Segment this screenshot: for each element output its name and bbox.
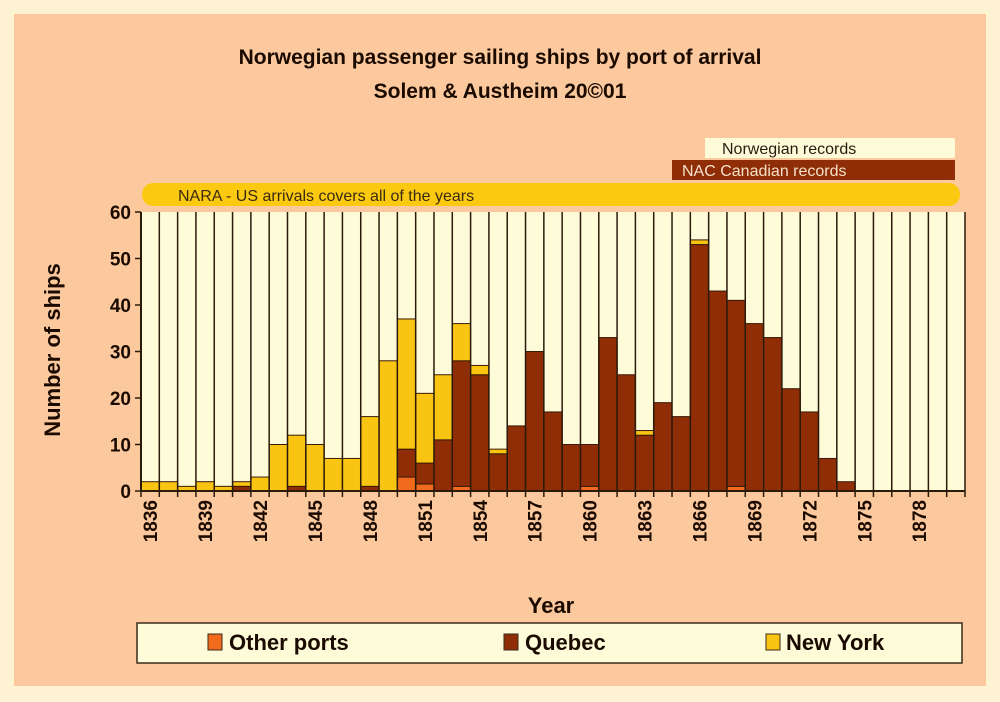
bar-quebec-1863 <box>634 434 655 492</box>
bar-new-york-1843 <box>268 444 288 492</box>
y-tick-label: 20 <box>110 389 131 410</box>
legend-swatch-new-york <box>765 633 781 651</box>
x-tick-label: 1869 <box>745 500 766 542</box>
norwegian-records-band <box>705 138 955 158</box>
y-tick-label: 40 <box>110 296 131 317</box>
legend-box <box>136 622 963 664</box>
bar-quebec-1864 <box>653 402 673 492</box>
bar-new-york-1850 <box>396 318 417 450</box>
bar-quebec-1860 <box>579 444 600 487</box>
y-tick-label: 0 <box>120 482 131 503</box>
x-tick-label: 1860 <box>581 500 602 542</box>
x-tick-label: 1866 <box>690 500 711 542</box>
bar-quebec-1872 <box>799 411 820 492</box>
bar-new-york-1841 <box>232 481 252 487</box>
bar-new-york-1863 <box>634 430 655 436</box>
x-tick-label: 1872 <box>800 500 821 542</box>
bar-quebec-1873 <box>818 457 838 492</box>
x-tick-label: 1854 <box>471 500 492 543</box>
x-axis-title: Year <box>528 593 575 618</box>
bar-quebec-1852 <box>433 439 453 492</box>
legend-label-new-york: New York <box>786 630 885 655</box>
y-tick-label: 10 <box>110 436 131 457</box>
bar-quebec-1858 <box>543 411 563 492</box>
bar-quebec-1869 <box>744 323 765 492</box>
legend: Other ports Quebec New York <box>136 622 963 664</box>
bar-quebec-1861 <box>598 337 618 492</box>
bar-new-york-1846 <box>323 457 343 492</box>
bar-quebec-1865 <box>671 416 691 492</box>
nara-label: NARA - US arrivals covers all of the yea… <box>178 188 474 205</box>
bar-quebec-1867 <box>708 290 728 492</box>
norwegian-records-label: Norwegian records <box>722 141 856 158</box>
x-tick-label: 1857 <box>526 500 547 542</box>
x-tick-label: 1878 <box>910 500 931 542</box>
x-tick-label: 1848 <box>361 500 382 542</box>
y-tick-label: 30 <box>110 343 131 364</box>
bar-new-york-1854 <box>470 364 490 376</box>
nac-records-label: NAC Canadian records <box>682 163 847 180</box>
bar-new-york-1866 <box>689 239 710 246</box>
x-tick-label: 1836 <box>141 500 162 542</box>
bar-new-york-1847 <box>341 457 362 492</box>
bar-quebec-1854 <box>470 374 490 492</box>
bar-quebec-1871 <box>781 388 801 492</box>
bar-quebec-1874 <box>836 481 856 492</box>
bar-other-ports-1850 <box>396 476 417 492</box>
bar-new-york-1839 <box>195 481 215 492</box>
bar-quebec-1859 <box>561 444 581 492</box>
bar-new-york-1837 <box>158 481 179 492</box>
bar-new-york-1845 <box>305 444 325 492</box>
bar-quebec-1866 <box>689 244 710 492</box>
x-tick-label: 1845 <box>306 500 327 543</box>
bar-quebec-1868 <box>726 299 746 487</box>
bar-new-york-1853 <box>451 323 472 362</box>
chart-subtitle: Solem & Austheim 20©01 <box>374 80 627 103</box>
legend-label-quebec: Quebec <box>525 630 606 655</box>
bar-quebec-1850 <box>396 448 417 478</box>
bar-quebec-1870 <box>763 337 783 492</box>
legend-swatch-other-ports <box>207 633 223 651</box>
x-tick-label: 1875 <box>855 500 876 543</box>
bar-quebec-1862 <box>616 374 636 492</box>
y-tick-label: 50 <box>110 250 131 271</box>
nac-records-band <box>672 160 955 180</box>
x-tick-label: 1863 <box>636 500 657 542</box>
bar-quebec-1857 <box>525 351 545 492</box>
bar-new-york-1836 <box>140 481 160 492</box>
bar-new-york-1852 <box>433 374 453 441</box>
bar-new-york-1842 <box>250 476 270 492</box>
chart-title: Norwegian passenger sailing ships by por… <box>239 46 762 69</box>
y-axis-title: Number of ships <box>40 263 65 437</box>
bar-quebec-1851 <box>415 462 435 485</box>
y-tick-label: 60 <box>110 203 131 224</box>
x-tick-label: 1851 <box>416 500 437 543</box>
bar-new-york-1855 <box>488 448 508 455</box>
legend-swatch-quebec <box>503 633 519 651</box>
bar-other-ports-1851 <box>415 483 435 492</box>
legend-label-other-ports: Other ports <box>229 630 349 655</box>
bar-quebec-1856 <box>506 425 527 492</box>
bar-new-york-1844 <box>286 434 307 487</box>
bar-quebec-1855 <box>488 453 508 492</box>
x-tick-label: 1839 <box>196 500 217 542</box>
bar-quebec-1853 <box>451 360 472 487</box>
x-tick-label: 1842 <box>251 500 272 542</box>
bar-new-york-1848 <box>360 416 380 487</box>
bar-new-york-1851 <box>415 392 435 464</box>
nara-band <box>142 183 960 206</box>
bar-new-york-1849 <box>378 360 398 492</box>
